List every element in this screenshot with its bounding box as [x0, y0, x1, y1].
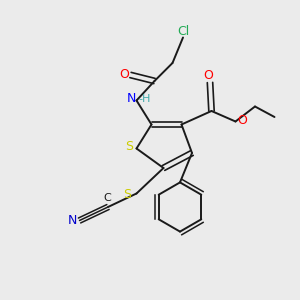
Text: S: S	[125, 140, 133, 154]
Text: -H: -H	[139, 94, 151, 104]
Text: Cl: Cl	[178, 25, 190, 38]
Text: O: O	[119, 68, 129, 81]
Text: C: C	[103, 193, 111, 203]
Text: N: N	[126, 92, 136, 106]
Text: N: N	[67, 214, 77, 227]
Text: S: S	[124, 188, 131, 202]
Text: O: O	[204, 69, 213, 82]
Text: O: O	[237, 113, 247, 127]
